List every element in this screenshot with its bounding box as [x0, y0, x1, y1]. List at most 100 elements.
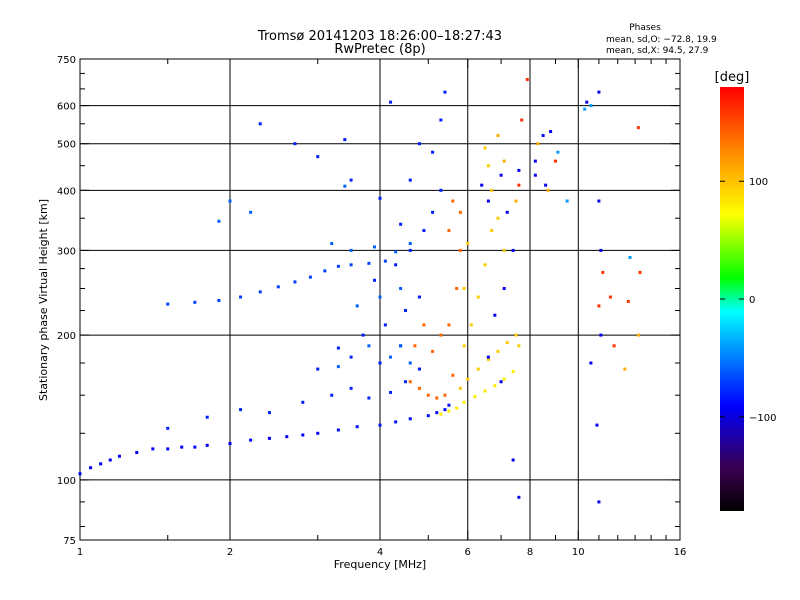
data-point: [447, 323, 451, 327]
data-point: [217, 299, 221, 303]
data-point: [533, 159, 537, 163]
data-point: [426, 393, 430, 397]
data-point: [249, 210, 253, 214]
y-tick-label: 600: [57, 102, 76, 113]
data-point: [439, 412, 443, 416]
data-point: [447, 228, 451, 232]
data-point: [511, 458, 515, 462]
data-point: [626, 299, 630, 303]
data-point: [499, 173, 503, 177]
data-point: [99, 462, 103, 466]
data-point: [267, 411, 271, 415]
data-point: [301, 400, 305, 404]
data-point: [469, 323, 473, 327]
data-point: [378, 361, 382, 365]
data-point: [490, 228, 494, 232]
data-point: [493, 313, 497, 317]
phases-o-stats: mean, sd,O: −72.8, 19.9: [606, 35, 717, 45]
data-point: [533, 173, 537, 177]
data-point: [599, 248, 603, 252]
data-point: [431, 349, 435, 353]
data-point: [239, 408, 243, 412]
data-point: [565, 199, 569, 203]
data-point: [583, 107, 587, 111]
data-point: [343, 184, 347, 188]
data-point: [422, 228, 426, 232]
data-point: [417, 295, 421, 299]
data-point: [193, 445, 197, 449]
data-point: [443, 90, 447, 94]
data-point: [373, 245, 377, 249]
data-point: [373, 278, 377, 282]
data-point: [462, 344, 466, 348]
data-point: [486, 357, 490, 361]
data-point: [431, 150, 435, 154]
data-point: [394, 250, 398, 254]
x-tick-label: 1: [77, 547, 83, 558]
data-point: [399, 222, 403, 226]
data-point: [336, 346, 340, 350]
data-point: [455, 286, 459, 290]
data-point: [502, 377, 506, 381]
tick-layer: 1 2 4 6 8 10 16 75 100 200 300 400 500 600 750: [57, 55, 686, 558]
data-point: [426, 414, 430, 418]
data-point: [496, 134, 500, 138]
data-point: [431, 210, 435, 214]
data-point: [458, 386, 462, 390]
data-point: [293, 142, 297, 146]
data-point: [595, 423, 599, 427]
data-point: [293, 280, 297, 284]
data-point: [589, 104, 593, 108]
data-point: [316, 367, 320, 371]
data-point: [349, 248, 353, 252]
data-point: [394, 420, 398, 424]
y-tick-label: 750: [57, 55, 76, 66]
data-point: [511, 248, 515, 252]
data-point: [205, 415, 209, 419]
data-point: [473, 395, 477, 399]
chart-title: Tromsø 20141203 18:26:00–18:27:43: [257, 29, 502, 44]
data-point: [389, 390, 393, 394]
y-tick-label: 300: [57, 246, 76, 257]
data-point: [556, 150, 560, 154]
y-axis-label: Stationary phase Virtual Height [km]: [37, 199, 50, 401]
y-tick-label: 200: [57, 331, 76, 342]
data-point: [435, 411, 439, 415]
data-point: [597, 90, 601, 94]
data-point: [597, 304, 601, 308]
y-tick-label: 75: [63, 536, 76, 547]
data-point: [636, 333, 640, 337]
colorbar-tick-label: 100: [749, 177, 768, 188]
data-point: [367, 261, 371, 265]
data-point: [389, 100, 393, 104]
data-point: [476, 295, 480, 299]
data-point: [462, 400, 466, 404]
colorbar-ticks: 100 0 −100: [720, 177, 776, 424]
data-point: [228, 199, 232, 203]
data-point: [458, 210, 462, 214]
data-point: [476, 367, 480, 371]
data-point: [496, 216, 500, 220]
data-point: [349, 263, 353, 267]
data-point: [399, 286, 403, 290]
data-point: [378, 423, 382, 427]
data-point: [378, 295, 382, 299]
data-point: [546, 188, 550, 192]
x-tick-label: 8: [527, 547, 533, 558]
data-point: [638, 270, 642, 274]
data-point: [623, 367, 627, 371]
data-point: [451, 199, 455, 203]
data-point: [336, 365, 340, 369]
data-point: [316, 155, 320, 159]
y-tick-label: 500: [57, 140, 76, 151]
y-tick-label: 400: [57, 186, 76, 197]
data-point: [408, 417, 412, 421]
data-point: [439, 333, 443, 337]
data-point: [511, 370, 515, 374]
x-tick-label: 6: [465, 547, 471, 558]
data-point: [517, 495, 521, 499]
data-point: [135, 451, 139, 455]
data-point: [514, 199, 518, 203]
data-point: [89, 466, 93, 470]
